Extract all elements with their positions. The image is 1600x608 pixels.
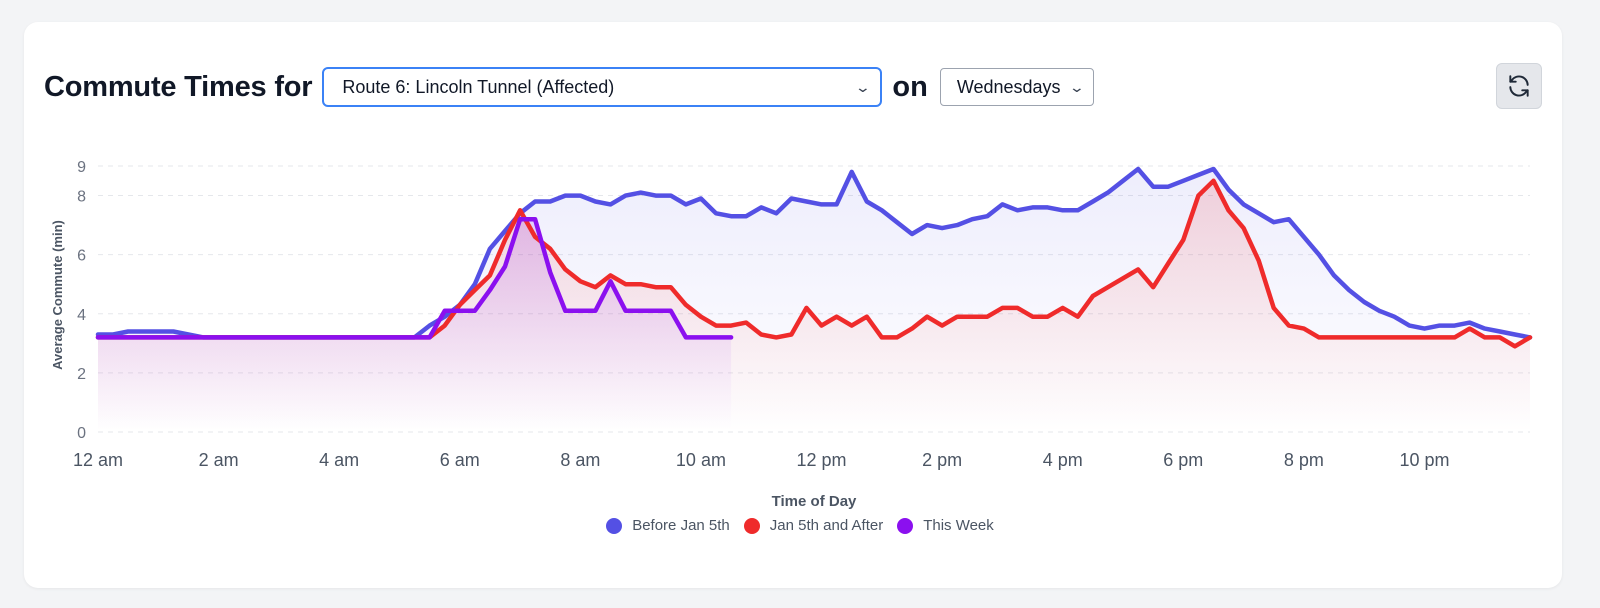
y-tick-label: 4 — [77, 307, 86, 324]
legend-swatch-before — [606, 517, 623, 534]
legend-item-after[interactable]: Jan 5th and After — [743, 517, 884, 534]
y-tick-label: 0 — [77, 425, 86, 442]
chart-legend: Before Jan 5th Jan 5th and After This We… — [0, 517, 1600, 534]
x-tick-label: 2 pm — [922, 450, 962, 470]
x-tick-label: 4 am — [319, 450, 359, 470]
legend-label-after: Jan 5th and After — [769, 517, 884, 534]
y-tick-label: 8 — [77, 189, 86, 206]
page-title: Commute Times for — [44, 70, 313, 103]
legend-item-this-week[interactable]: This Week — [897, 517, 994, 534]
chevron-down-icon: ⌄ — [854, 78, 871, 95]
legend-swatch-after — [743, 517, 760, 534]
series-line-after — [95, 178, 1533, 349]
x-tick-label: 6 am — [440, 450, 480, 470]
y-tick-label: 9 — [77, 159, 86, 176]
on-label: on — [892, 70, 928, 103]
y-axis-title: Average Commute (min) — [50, 220, 65, 370]
y-tick-label: 6 — [77, 248, 86, 265]
x-tick-label: 12 pm — [797, 450, 847, 470]
legend-swatch-this-week — [897, 517, 914, 534]
route-select-value: Route 6: Lincoln Tunnel (Affected) — [342, 76, 615, 97]
x-tick-label: 10 pm — [1399, 450, 1449, 470]
x-tick-label: 2 am — [199, 450, 239, 470]
refresh-icon — [1509, 75, 1529, 97]
chevron-down-icon: ⌄ — [1068, 78, 1086, 95]
legend-label-this-week: This Week — [923, 517, 994, 534]
x-tick-label: 10 am — [676, 450, 726, 470]
day-select[interactable]: Wednesdays ⌄ — [939, 68, 1094, 106]
chart-header: Commute Times for Route 6: Lincoln Tunne… — [44, 66, 1094, 108]
x-tick-label: 8 am — [560, 450, 600, 470]
x-tick-label: 6 pm — [1163, 450, 1203, 470]
series-line-this-week — [95, 216, 734, 340]
legend-label-before: Before Jan 5th — [632, 517, 730, 534]
x-tick-label: 4 pm — [1043, 450, 1083, 470]
x-tick-label: 8 pm — [1284, 450, 1324, 470]
legend-item-before[interactable]: Before Jan 5th — [606, 517, 730, 534]
x-axis-title: Time of Day — [772, 493, 857, 510]
route-select[interactable]: Route 6: Lincoln Tunnel (Affected) ⌄ — [322, 67, 883, 107]
series-area-this-week — [98, 219, 732, 432]
y-tick-label: 2 — [77, 366, 86, 383]
x-tick-label: 12 am — [73, 450, 123, 470]
series-line-before — [95, 166, 1533, 340]
refresh-button[interactable] — [1496, 63, 1542, 109]
day-select-value: Wednesdays — [956, 76, 1061, 97]
